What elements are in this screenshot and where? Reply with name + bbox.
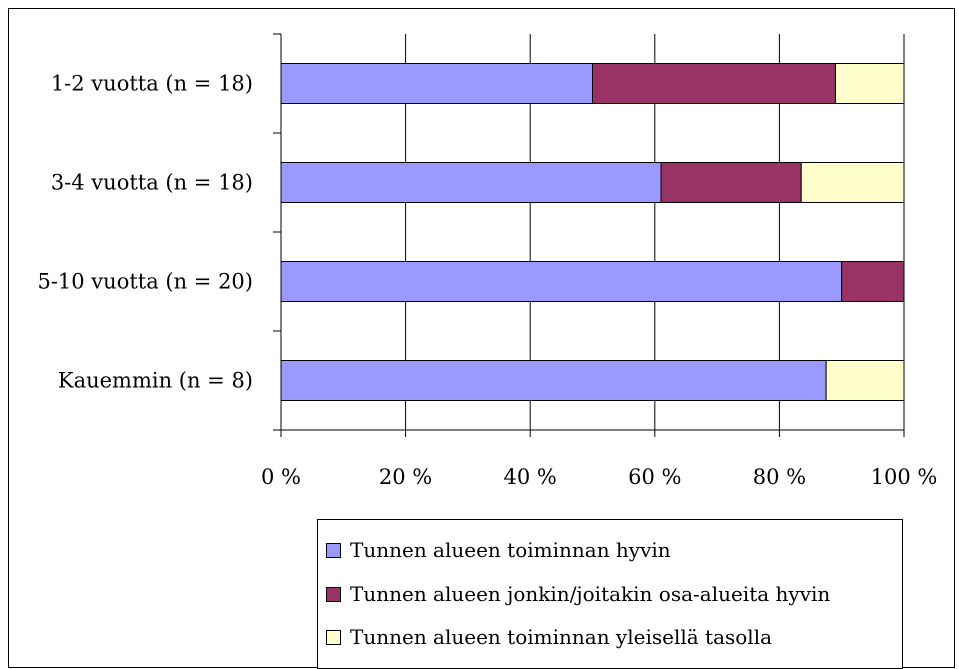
legend-label: Tunnen alueen toiminnan hyvin	[350, 538, 671, 562]
bar-segment	[660, 162, 802, 203]
x-tick-label: 20 %	[379, 465, 432, 489]
legend-label: Tunnen alueen toiminnan yleisellä tasoll…	[350, 625, 773, 649]
bar-segment	[280, 261, 843, 302]
bar-segment	[834, 63, 905, 104]
legend-item-yleisella-tasolla: Tunnen alueen toiminnan yleisellä tasoll…	[326, 622, 772, 652]
bar-segment	[800, 162, 905, 203]
category-label: 3-4 vuotta (n = 18)	[51, 171, 253, 195]
x-tick-label: 0 %	[261, 465, 301, 489]
x-tick-label: 60 %	[628, 465, 681, 489]
legend-label: Tunnen alueen jonkin/joitakin osa-alueit…	[350, 582, 831, 606]
legend-item-hyvin: Tunnen alueen toiminnan hyvin	[326, 535, 671, 565]
x-tick-label: 80 %	[753, 465, 806, 489]
category-label: 1-2 vuotta (n = 18)	[51, 72, 253, 96]
bar-segment	[280, 360, 827, 401]
x-tick-label: 40 %	[504, 465, 557, 489]
bar-segment	[841, 261, 905, 302]
bar-segment	[825, 360, 905, 401]
category-label: 5-10 vuotta (n = 20)	[37, 270, 253, 294]
bar-segment	[280, 63, 593, 104]
legend-swatch	[326, 586, 341, 602]
legend-swatch	[326, 542, 341, 558]
bar-segment	[592, 63, 836, 104]
legend-swatch	[326, 629, 341, 645]
legend: Tunnen alueen toiminnan hyvin Tunnen alu…	[317, 519, 903, 669]
x-tick-label: 100 %	[871, 465, 938, 489]
bar-segment	[280, 162, 662, 203]
category-label: Kauemmin (n = 8)	[58, 369, 253, 393]
legend-item-osa-alueita: Tunnen alueen jonkin/joitakin osa-alueit…	[326, 579, 830, 609]
